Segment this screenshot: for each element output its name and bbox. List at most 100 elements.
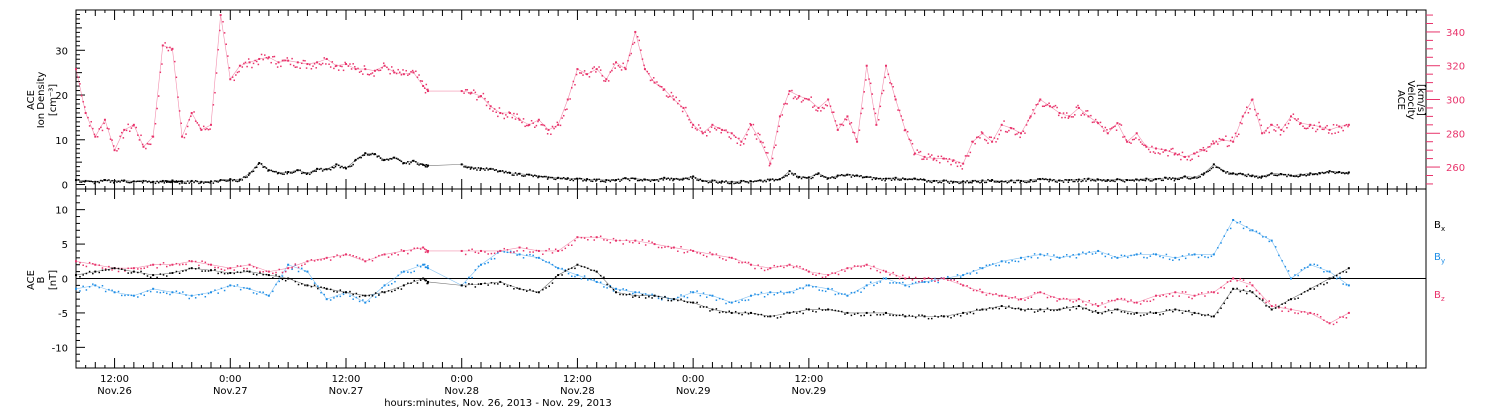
density-sample [181, 182, 183, 184]
by-sample [966, 272, 968, 275]
velocity-sample [919, 150, 922, 153]
bz-sample [1172, 295, 1174, 297]
by-sample [683, 295, 685, 298]
bx-sample [1201, 314, 1203, 316]
density-sample [1046, 178, 1049, 181]
bz-sample [554, 248, 557, 251]
velocity-sample [138, 139, 141, 141]
velocity-sample [834, 120, 837, 122]
bz-sample [310, 259, 313, 261]
bz-sample [1274, 304, 1277, 306]
velocity-sample [579, 72, 581, 74]
bz-sample [259, 270, 261, 273]
bz-point [750, 263, 752, 266]
density-point [103, 179, 106, 182]
bx-sample [718, 311, 721, 314]
velocity-point [132, 123, 135, 126]
density-point [1087, 177, 1090, 180]
bz-sample [374, 256, 377, 259]
density-sample [270, 169, 272, 172]
velocity-sample [733, 134, 735, 137]
bx-sample [1056, 309, 1058, 311]
density-tick-label: 10 [55, 136, 68, 147]
by-sample [1323, 270, 1325, 273]
by-sample [529, 253, 531, 256]
velocity-sample [252, 62, 255, 65]
density-sample [566, 178, 568, 181]
time-tick-label: 12:00 [100, 374, 129, 385]
velocity-sample [598, 66, 600, 68]
density-sample [1202, 174, 1205, 176]
by-sample [301, 267, 303, 270]
bx-sample [927, 317, 930, 320]
velocity-point [615, 61, 617, 64]
bz-sample [844, 270, 846, 272]
velocity-sample [947, 160, 949, 163]
bx-sample [976, 308, 978, 311]
density-sample [464, 166, 467, 168]
density-sample [423, 164, 426, 167]
bx-sample [1127, 312, 1129, 315]
velocity-sample [415, 70, 417, 73]
by-point [711, 294, 714, 297]
density-sample [1051, 179, 1054, 182]
bz-point [267, 270, 270, 273]
density-sample [1152, 179, 1155, 181]
density-sample [1181, 177, 1184, 179]
density-sample [916, 178, 919, 181]
bx-sample [1342, 270, 1344, 273]
velocity-sample [546, 132, 549, 135]
bx-sample [940, 315, 943, 317]
bx-sample [194, 268, 197, 270]
density-sample [344, 166, 346, 169]
velocity-point [595, 68, 598, 71]
velocity-sample [829, 105, 832, 107]
velocity-sample [1254, 108, 1256, 111]
velocity-sample [223, 32, 226, 34]
bx-sample [1024, 309, 1026, 312]
velocity-sample [725, 129, 727, 131]
bz-sample [837, 273, 840, 276]
velocity-point [470, 91, 473, 94]
density-point [402, 162, 405, 165]
velocity-sample [759, 133, 761, 136]
by-sample [413, 270, 415, 273]
density-sample [241, 179, 244, 181]
density-sample [1234, 173, 1237, 176]
by-point [1039, 253, 1042, 256]
bz-sample [1336, 321, 1338, 324]
bz-sample [699, 252, 702, 255]
velocity-point [701, 132, 704, 135]
bx-sample [956, 313, 959, 316]
density-sample [400, 160, 403, 163]
velocity-sample [879, 105, 882, 108]
bz-sample [92, 263, 94, 265]
velocity-sample [868, 78, 870, 80]
velocity-sample [852, 131, 854, 134]
density-sample [591, 180, 594, 183]
bx-sample [1197, 312, 1200, 315]
bz-sample [757, 264, 759, 266]
velocity-sample [559, 124, 562, 127]
density-sample [87, 180, 89, 182]
velocity-sample [98, 128, 100, 130]
by-sample [198, 293, 200, 296]
velocity-point [499, 112, 502, 115]
bz-sample [246, 267, 248, 270]
bz-sample [612, 237, 615, 240]
velocity-sample [312, 65, 314, 67]
density-sample [564, 178, 567, 180]
velocity-sample [696, 129, 698, 131]
density-sample [474, 167, 477, 169]
by-sample [477, 265, 480, 268]
by-sample [1011, 259, 1013, 262]
velocity-sample [1037, 103, 1039, 105]
by-sample [281, 275, 284, 277]
bz-sample [619, 239, 621, 242]
velocity-sample [378, 69, 380, 72]
by-sample [606, 287, 608, 289]
by-point [287, 263, 290, 266]
density-point [1328, 170, 1331, 173]
density-sample [407, 160, 409, 163]
